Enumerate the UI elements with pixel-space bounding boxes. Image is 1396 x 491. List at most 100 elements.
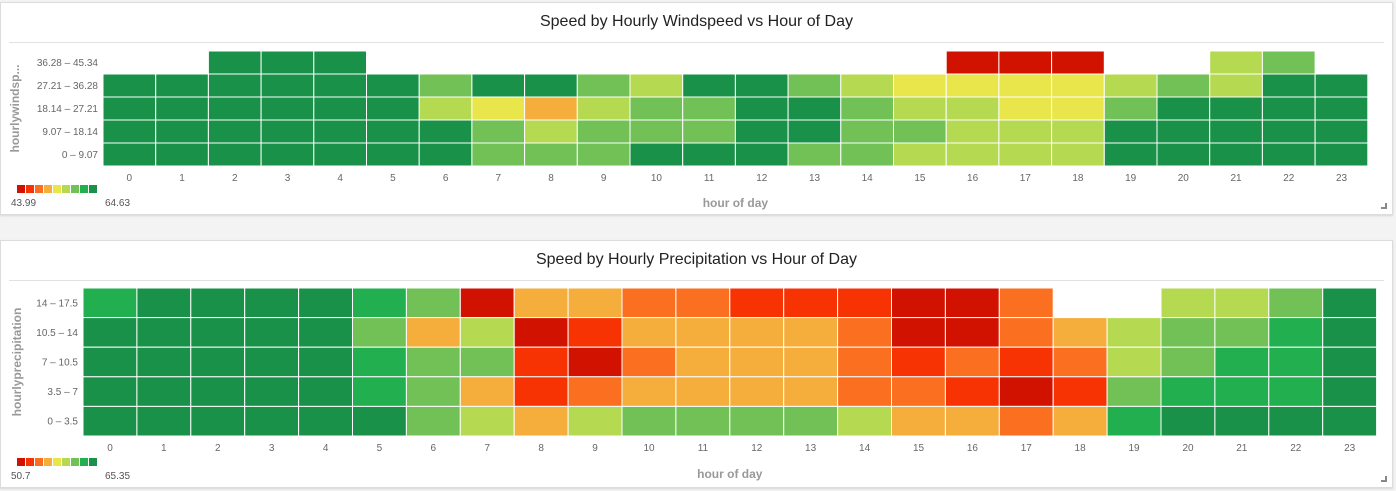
heatmap-cell[interactable]	[675, 287, 731, 319]
heatmap-cell[interactable]	[1314, 73, 1369, 98]
heatmap-cell[interactable]	[207, 142, 262, 167]
heatmap-cell[interactable]	[1160, 317, 1216, 348]
heatmap-cell[interactable]	[260, 96, 315, 121]
heatmap-cell[interactable]	[1214, 346, 1270, 378]
heatmap-cell[interactable]	[1261, 142, 1316, 167]
heatmap-cell[interactable]	[405, 346, 461, 378]
heatmap-cell[interactable]	[567, 317, 623, 348]
heatmap-cell[interactable]	[1314, 96, 1369, 121]
heatmap-cell[interactable]	[352, 346, 407, 378]
heatmap-cell[interactable]	[1261, 96, 1316, 121]
heatmap-cell[interactable]	[207, 119, 262, 144]
heatmap-cell[interactable]	[136, 317, 192, 348]
heatmap-cell[interactable]	[1106, 346, 1162, 378]
heatmap-cell[interactable]	[244, 346, 300, 378]
heatmap-cell[interactable]	[313, 73, 367, 98]
heatmap-cell[interactable]	[207, 50, 262, 75]
heatmap-cell[interactable]	[1160, 405, 1216, 437]
heatmap-cell[interactable]	[1160, 376, 1216, 407]
heatmap-cell[interactable]	[1051, 96, 1105, 121]
heatmap-cell[interactable]	[459, 405, 515, 437]
heatmap-cell[interactable]	[629, 96, 684, 121]
heatmap-cell[interactable]	[102, 96, 157, 121]
heatmap-cell[interactable]	[893, 119, 947, 144]
heatmap-cell[interactable]	[136, 346, 192, 378]
heatmap-cell[interactable]	[513, 405, 569, 437]
heatmap-cell[interactable]	[155, 142, 209, 167]
heatmap-cell[interactable]	[136, 287, 192, 319]
heatmap-cell[interactable]	[102, 142, 157, 167]
heatmap-cell[interactable]	[190, 346, 246, 378]
heatmap-cell[interactable]	[1314, 119, 1369, 144]
heatmap-cell[interactable]	[352, 376, 407, 407]
heatmap-cell[interactable]	[352, 405, 407, 437]
heatmap-cell[interactable]	[1103, 142, 1158, 167]
heatmap-cell[interactable]	[1051, 119, 1105, 144]
heatmap-cell[interactable]	[998, 73, 1053, 98]
heatmap-cell[interactable]	[675, 405, 731, 437]
heatmap-cell[interactable]	[567, 376, 623, 407]
heatmap-cell[interactable]	[576, 119, 631, 144]
heatmap-cell[interactable]	[840, 73, 894, 98]
heatmap-cell[interactable]	[945, 73, 1000, 98]
heatmap-cell[interactable]	[1209, 50, 1263, 75]
heatmap-cell[interactable]	[998, 119, 1053, 144]
heatmap-cell[interactable]	[1052, 376, 1108, 407]
heatmap-cell[interactable]	[260, 119, 315, 144]
heatmap-cell[interactable]	[734, 73, 789, 98]
heatmap-cell[interactable]	[405, 317, 461, 348]
heatmap-cell[interactable]	[787, 142, 842, 167]
heatmap-cell[interactable]	[190, 405, 246, 437]
heatmap-cell[interactable]	[1322, 376, 1378, 407]
heatmap-cell[interactable]	[136, 376, 192, 407]
heatmap-cell[interactable]	[621, 346, 677, 378]
heatmap-cell[interactable]	[471, 73, 526, 98]
heatmap-cell[interactable]	[1268, 376, 1324, 407]
heatmap-cell[interactable]	[102, 119, 157, 144]
heatmap-cell[interactable]	[244, 317, 300, 348]
heatmap-cell[interactable]	[102, 73, 157, 98]
heatmap-cell[interactable]	[207, 96, 262, 121]
heatmap-cell[interactable]	[729, 287, 785, 319]
heatmap-cell[interactable]	[459, 287, 515, 319]
heatmap-cell[interactable]	[787, 96, 842, 121]
heatmap-cell[interactable]	[945, 50, 1000, 75]
heatmap-cell[interactable]	[893, 73, 947, 98]
heatmap-cell[interactable]	[998, 376, 1054, 407]
heatmap-cell[interactable]	[298, 376, 354, 407]
heatmap-cell[interactable]	[82, 405, 138, 437]
heatmap-cell[interactable]	[998, 50, 1053, 75]
heatmap-cell[interactable]	[366, 96, 420, 121]
heatmap-cell[interactable]	[366, 73, 420, 98]
heatmap-cell[interactable]	[1052, 346, 1108, 378]
heatmap-cell[interactable]	[1156, 73, 1211, 98]
heatmap-cell[interactable]	[837, 346, 892, 378]
heatmap-cell[interactable]	[1156, 142, 1211, 167]
heatmap-cell[interactable]	[1261, 50, 1316, 75]
heatmap-cell[interactable]	[567, 346, 623, 378]
heatmap-cell[interactable]	[1209, 142, 1263, 167]
heatmap-cell[interactable]	[621, 405, 677, 437]
heatmap-cell[interactable]	[729, 376, 785, 407]
heatmap-cell[interactable]	[567, 405, 623, 437]
heatmap-cell[interactable]	[471, 96, 526, 121]
heatmap-cell[interactable]	[313, 96, 367, 121]
heatmap-cell[interactable]	[1322, 287, 1378, 319]
heatmap-cell[interactable]	[82, 287, 138, 319]
heatmap-cell[interactable]	[891, 317, 946, 348]
heatmap-cell[interactable]	[298, 346, 354, 378]
heatmap-cell[interactable]	[837, 376, 892, 407]
heatmap-cell[interactable]	[998, 346, 1054, 378]
heatmap-cell[interactable]	[621, 317, 677, 348]
heatmap-cell[interactable]	[729, 317, 785, 348]
heatmap-cell[interactable]	[944, 405, 1000, 437]
heatmap-cell[interactable]	[729, 405, 785, 437]
heatmap-cell[interactable]	[1214, 405, 1270, 437]
heatmap-cell[interactable]	[1322, 405, 1378, 437]
heatmap-cell[interactable]	[1261, 73, 1316, 98]
heatmap-cell[interactable]	[1051, 50, 1105, 75]
heatmap-cell[interactable]	[1051, 142, 1105, 167]
heatmap-cell[interactable]	[244, 376, 300, 407]
heatmap-cell[interactable]	[513, 317, 569, 348]
heatmap-cell[interactable]	[1103, 119, 1158, 144]
